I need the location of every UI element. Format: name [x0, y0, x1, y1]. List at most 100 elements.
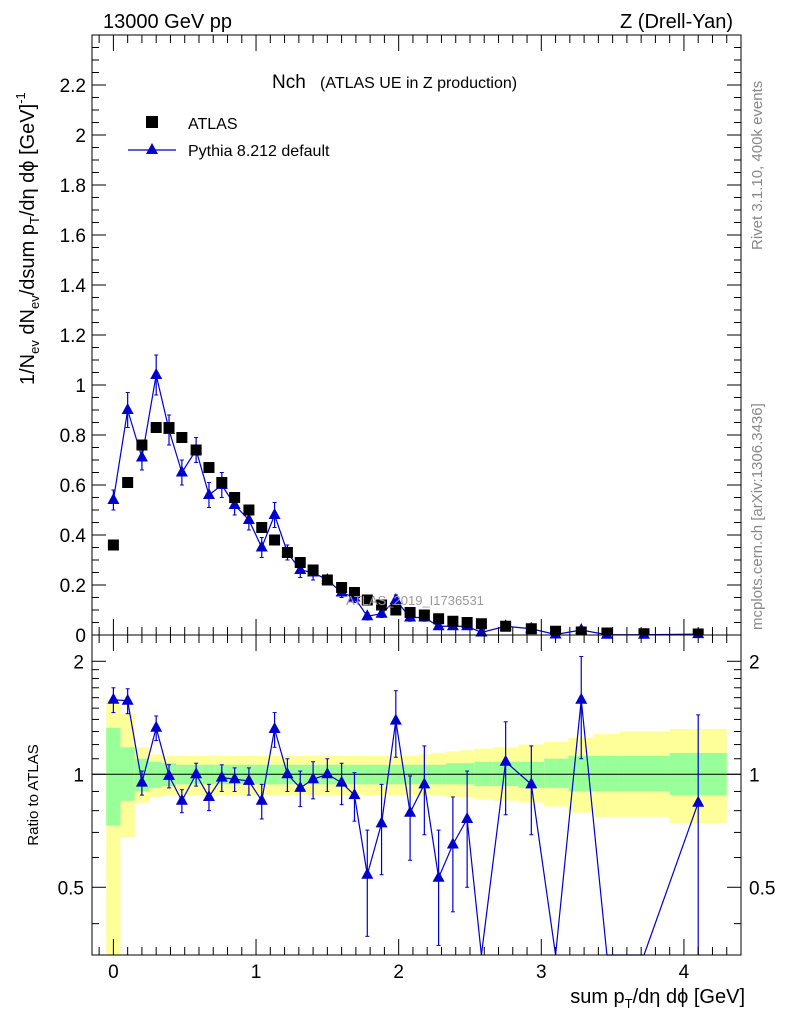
mc-point	[121, 403, 134, 414]
legend-atlas-label: ATLAS	[188, 116, 238, 133]
atlas-point	[256, 522, 268, 533]
mc-point	[268, 508, 281, 519]
atlas-point	[269, 534, 281, 546]
ratio-panel: 0.5 0.5 1 1 2 2 0 1 2 3 4 Ratio to ATLAS	[25, 634, 775, 983]
ratio-point	[389, 713, 402, 725]
ratio-point	[575, 692, 588, 704]
ratio-point	[432, 870, 445, 882]
atlas-point	[216, 477, 228, 488]
ratio-point	[121, 693, 134, 705]
y-tick-label: 1.6	[60, 226, 86, 247]
ratio-y-tick-label: 2	[73, 652, 84, 673]
ratio-series	[107, 655, 705, 956]
atlas-point	[461, 617, 473, 628]
ratio-point	[307, 772, 320, 784]
mc-point	[389, 593, 402, 604]
ratio-point	[215, 770, 228, 782]
side-label-mcplots: mcplots.cern.ch [arXiv:1306.3436]	[749, 403, 766, 630]
atlas-point	[336, 582, 348, 593]
ratio-band-inner-bin	[149, 761, 162, 788]
atlas-point	[376, 599, 388, 611]
atlas-point	[550, 625, 562, 635]
mc-point	[228, 498, 241, 509]
atlas-point	[307, 564, 319, 576]
atlas-point	[229, 492, 241, 503]
atlas-point	[203, 462, 215, 473]
ratio-point	[228, 772, 241, 784]
y-tick-label: 2.2	[60, 76, 86, 97]
mc-point	[150, 368, 163, 379]
ratio-point	[190, 767, 203, 779]
plot-title-main: Nch	[272, 72, 306, 93]
ratio-point	[281, 767, 294, 779]
main-series	[107, 354, 705, 639]
process-label: Z (Drell-Yan)	[620, 11, 733, 33]
x-tick-label: 3	[536, 962, 547, 983]
atlas-point	[475, 618, 487, 630]
atlas-point	[500, 620, 512, 632]
atlas-point	[433, 613, 445, 625]
mc-point	[432, 619, 445, 631]
ratio-y-tick-label-right: 0.5	[749, 878, 775, 899]
y-tick-label: 0.2	[60, 576, 86, 597]
ratio-point	[135, 775, 148, 787]
atlas-point	[418, 609, 430, 621]
y-tick-label: 1.4	[60, 276, 87, 297]
mc-point	[294, 563, 307, 574]
ratio-point	[375, 816, 388, 828]
ratio-point	[446, 837, 459, 849]
ratio-y-tick-label-right: 1	[749, 765, 760, 786]
mc-point	[361, 609, 374, 621]
main-panel: 0 0.2 0.4 0.6 0.8 1 1.2 1.4 1.6 1.8 2 2.2 ATLAS_201…	[13, 34, 742, 647]
ratio-point	[294, 780, 307, 792]
ratio-y-tick-label: 0.5	[58, 878, 84, 899]
ratio-point	[321, 767, 334, 779]
atlas-point	[190, 444, 202, 456]
ratio-point	[268, 722, 281, 734]
y-tick-label: 0.4	[60, 526, 87, 547]
atlas-point	[122, 477, 134, 488]
x-tick-label: 2	[393, 962, 404, 983]
x-tick-label: 1	[251, 962, 262, 983]
y-tick-label: 0	[75, 626, 86, 647]
mc-point	[242, 513, 255, 524]
mc-point	[107, 493, 120, 504]
ratio-band-inner-bin	[594, 755, 620, 792]
legend-mc-marker	[146, 143, 158, 154]
atlas-point	[525, 623, 537, 635]
ratio-band-inner-bin	[106, 727, 121, 826]
ratio-point	[361, 867, 374, 879]
ratio-point	[175, 793, 188, 805]
ratio-point	[404, 805, 417, 817]
side-label-rivet: Rivet 3.1.10, 400k events	[749, 81, 766, 250]
y-tick-label: 0.8	[60, 426, 86, 447]
y-tick-label: 1	[75, 376, 86, 397]
atlas-point	[575, 626, 587, 635]
atlas-point	[150, 422, 162, 433]
ratio-point	[461, 812, 474, 824]
legend-mc-label: Pythia 8.212 default	[188, 143, 330, 160]
atlas-point	[601, 627, 613, 635]
atlas-point	[107, 539, 119, 551]
plot-title-sub: (ATLAS UE in Z production)	[320, 75, 517, 92]
atlas-point	[243, 504, 255, 516]
ratio-uncertainty-bands	[106, 699, 727, 955]
ratio-point	[418, 777, 431, 789]
y-tick-label: 1.2	[60, 326, 86, 347]
ratio-y-axis-label: Ratio to ATLAS	[25, 744, 42, 845]
y-tick-label: 0.6	[60, 476, 86, 497]
energy-label: 13000 GeV pp	[103, 11, 232, 33]
ratio-band-inner-bin	[619, 755, 670, 792]
atlas-point	[692, 628, 704, 635]
atlas-point	[390, 604, 402, 616]
mc-point	[375, 606, 388, 618]
mc-point	[135, 450, 148, 462]
mc-point	[255, 540, 268, 552]
x-tick-label: 4	[679, 962, 690, 983]
x-tick-label: 0	[108, 962, 119, 983]
atlas-point	[176, 432, 188, 443]
mc-point	[475, 625, 488, 637]
x-axis-label: sum pT/dη dϕ [GeV]	[570, 986, 745, 1011]
ratio-point	[242, 773, 255, 785]
